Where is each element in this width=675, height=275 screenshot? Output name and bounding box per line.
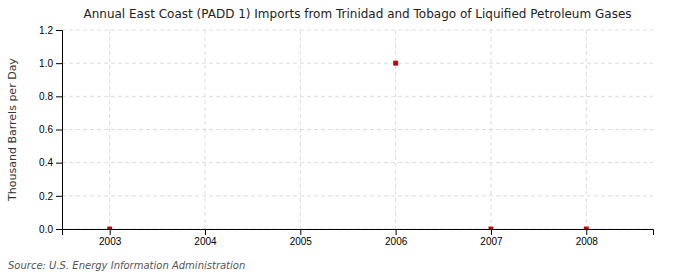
axis-line <box>63 230 654 236</box>
point <box>584 227 589 229</box>
tick-mark <box>56 130 62 131</box>
plot: 2003 2004 2005 2006 2007 2008 0.0 0.2 0.4 0.6 0.8 1… <box>39 25 653 247</box>
title: Annual East Coast (PADD 1) Imports from … <box>83 7 631 21</box>
tick-label: 1.0 <box>39 58 53 69</box>
tick: 2006 <box>385 229 408 247</box>
tick-label: 0.6 <box>39 124 53 135</box>
tick: 2003 <box>99 229 122 247</box>
tick: 0.6 <box>39 124 62 135</box>
tick: 0.2 <box>39 191 62 202</box>
tick-mark <box>56 96 62 97</box>
tick-mark <box>396 229 397 235</box>
tick-label: 0.0 <box>39 224 53 235</box>
tick-mark <box>56 196 62 197</box>
y-axis: 0.0 0.2 0.4 0.6 0.8 1.0 1.2 <box>39 25 62 235</box>
point <box>489 227 494 229</box>
tick-mark <box>56 163 62 164</box>
tick: 2004 <box>194 229 217 247</box>
tick-label: 2006 <box>385 236 408 247</box>
grid-line <box>62 195 653 196</box>
tick-label: 2007 <box>480 236 503 247</box>
tick-label: 0.8 <box>39 91 53 102</box>
tick-mark <box>205 229 206 235</box>
chart: 2003 2004 2005 2006 2007 2008 0.0 0.2 0.4 0.6 0.8 1… <box>0 0 675 275</box>
tick: 1.2 <box>39 25 62 36</box>
grid-line <box>586 30 587 229</box>
tick-label: 2005 <box>290 236 313 247</box>
tick-label: 1.2 <box>39 25 53 36</box>
grid-line <box>62 30 653 31</box>
grid-line <box>395 30 396 229</box>
tick-label: 0.4 <box>39 157 53 168</box>
tick-mark <box>300 229 301 235</box>
tick-mark <box>110 229 111 235</box>
tick: 2007 <box>480 229 503 247</box>
grid-line <box>62 96 653 97</box>
x-axis: 2003 2004 2005 2006 2007 2008 <box>63 229 654 247</box>
point <box>393 61 398 66</box>
tick: 1.0 <box>39 58 62 69</box>
tick: 2005 <box>290 229 313 247</box>
tick: 0.8 <box>39 91 62 102</box>
grid-line <box>62 129 653 130</box>
tick: 0.4 <box>39 157 62 168</box>
grid-line <box>62 162 653 163</box>
tick-label: 0.2 <box>39 191 53 202</box>
point <box>107 227 112 229</box>
points <box>107 61 589 229</box>
tick-mark <box>586 229 587 235</box>
tick-mark <box>56 229 62 230</box>
tick-mark <box>491 229 492 235</box>
tick-label: 2003 <box>99 236 122 247</box>
tick-label: 2004 <box>194 236 217 247</box>
tick-mark <box>56 63 62 64</box>
tick-label: 2008 <box>576 236 599 247</box>
grid <box>62 30 653 229</box>
source: Source: U.S. Energy Information Administ… <box>8 260 245 271</box>
y-axis-title: Thousand Barrels per Day <box>6 58 19 202</box>
grid-line <box>62 63 653 64</box>
tick: 2008 <box>576 229 599 247</box>
tick-mark <box>56 30 62 31</box>
axis-line <box>56 31 63 230</box>
tick: 0.0 <box>39 224 62 235</box>
grid-line <box>109 30 110 229</box>
